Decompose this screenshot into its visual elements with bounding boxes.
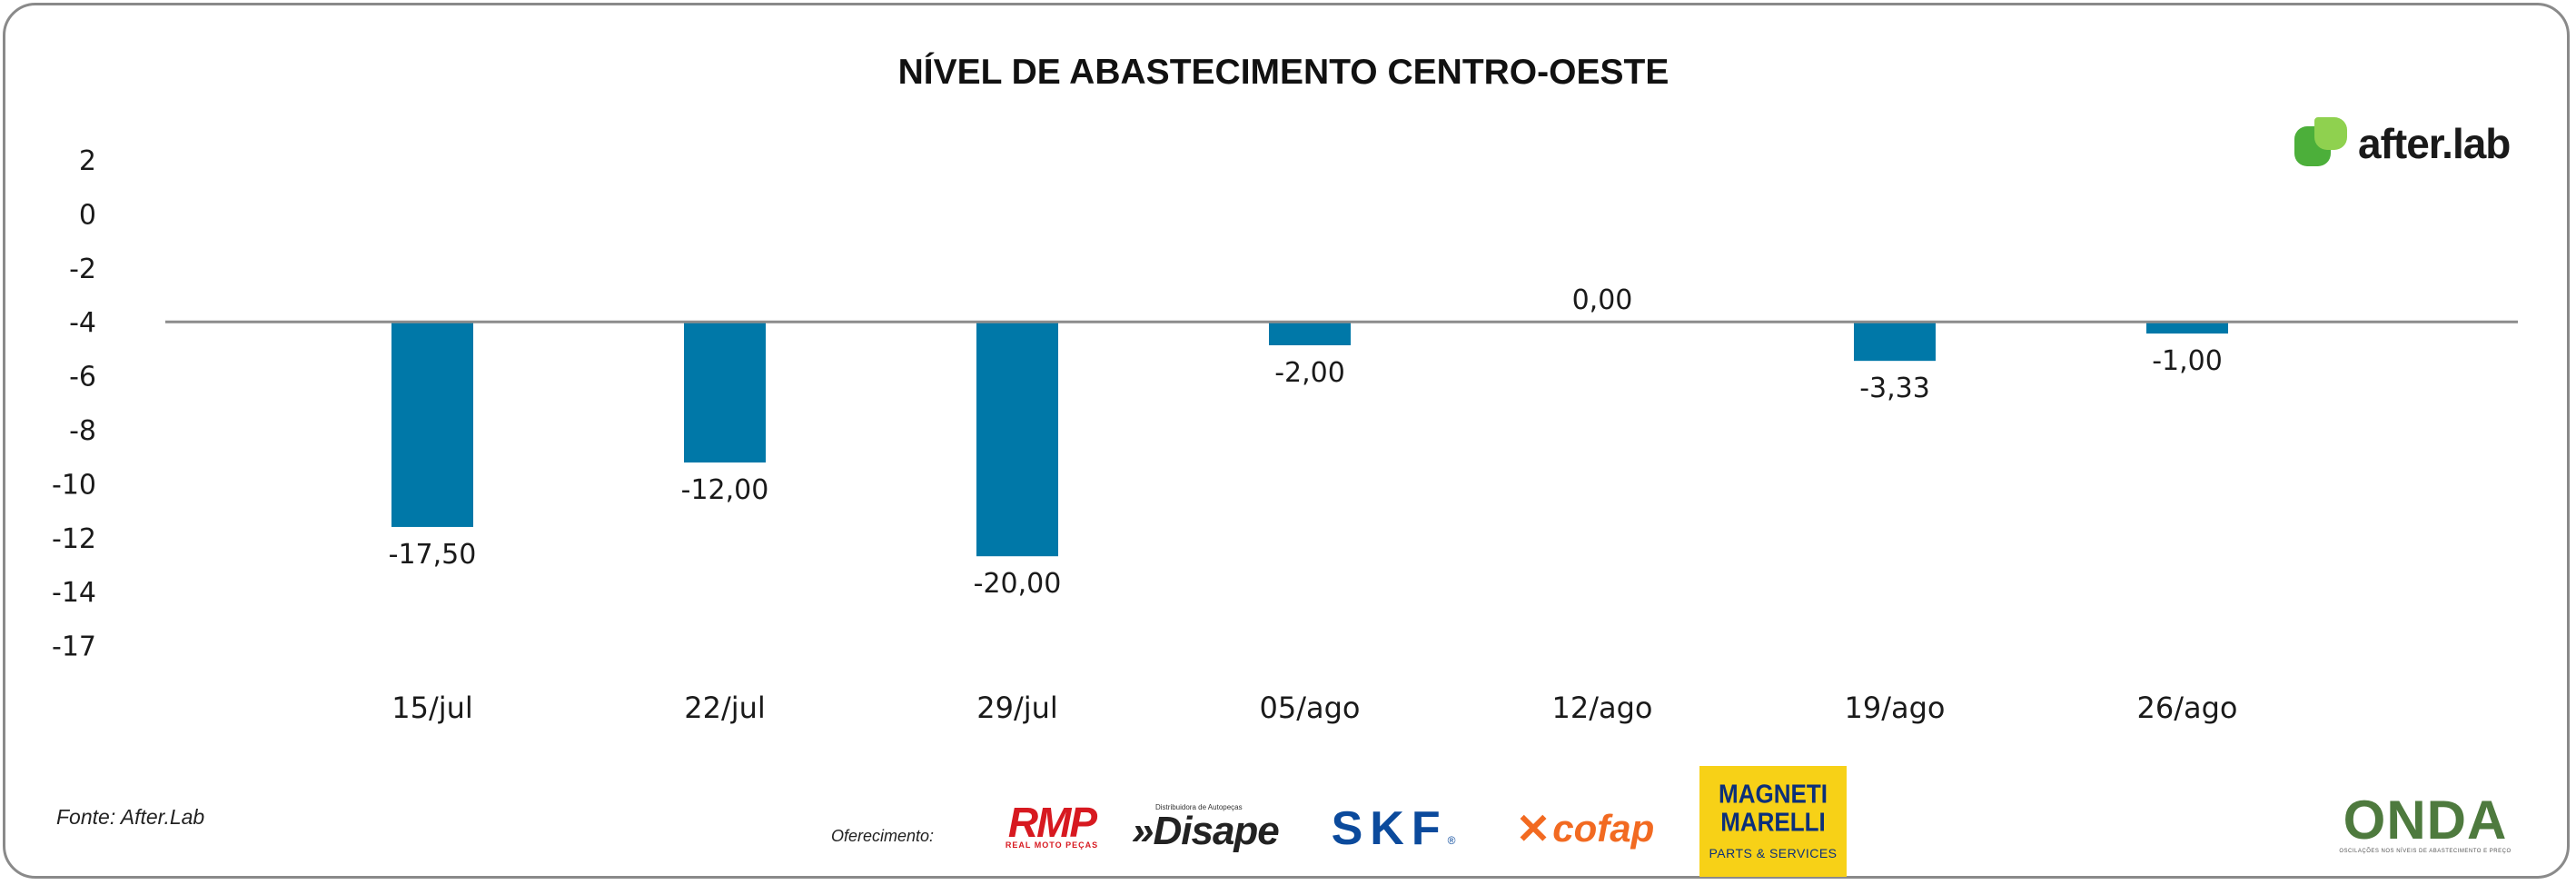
cofap-logo-text: cofap bbox=[1552, 807, 1655, 850]
y-axis: 2 0 -2 -4 -6 -8 -10 -12 -14 -17 bbox=[52, 145, 96, 663]
x-tick-label: 22/jul bbox=[684, 691, 766, 725]
magneti-marelli-logo-text: MAGNETI MARELLI bbox=[1719, 779, 1828, 837]
bar bbox=[391, 322, 473, 527]
onda-logo: ONDA OSCILAÇÕES NOS NÍVEIS DE ABASTECIME… bbox=[2334, 791, 2516, 858]
chart-title: NÍVEL DE ABASTECIMENTO CENTRO-OESTE bbox=[898, 52, 1669, 92]
value-labels: -17,50 -12,00 -20,00 -2,00 0,00 -3,33 -1,00 bbox=[389, 284, 2223, 600]
x-axis: 15/jul 22/jul 29/jul 05/ago 12/ago 19/ago 26/a… bbox=[391, 691, 2237, 725]
bar-value-label: -12,00 bbox=[681, 474, 769, 506]
cofap-logo: ✕ cofap bbox=[1499, 805, 1671, 852]
bar bbox=[684, 322, 766, 462]
bar-value-label: 0,00 bbox=[1572, 284, 1633, 316]
x-tick-label: 29/jul bbox=[976, 691, 1058, 725]
bar-value-label: -20,00 bbox=[974, 568, 1062, 600]
rmp-logo: RMP REAL MOTO PEÇAS bbox=[992, 799, 1112, 850]
cofap-mark-icon: ✕ bbox=[1515, 805, 1551, 852]
sponsor-label: Oferecimento: bbox=[831, 827, 935, 845]
registered-icon: ® bbox=[1447, 834, 1456, 847]
rmp-logo-text: RMP bbox=[1007, 799, 1097, 846]
x-tick-label: 15/jul bbox=[391, 691, 473, 725]
y-tick-label: 2 bbox=[79, 145, 96, 177]
y-tick-label: -14 bbox=[52, 577, 96, 609]
y-tick-label: -4 bbox=[69, 307, 96, 339]
x-tick-label: 05/ago bbox=[1260, 691, 1361, 725]
disape-logo-subtext: Distribuidora de Autopeças bbox=[1155, 802, 1243, 811]
bar bbox=[2146, 322, 2228, 334]
disape-logo-word: Disape bbox=[1153, 808, 1279, 853]
bar bbox=[1269, 322, 1351, 345]
x-tick-label: 26/ago bbox=[2137, 691, 2238, 725]
source-note: Fonte: After.Lab bbox=[56, 805, 205, 829]
bar-value-label: -1,00 bbox=[2152, 345, 2223, 377]
rmp-logo-subtext: REAL MOTO PEÇAS bbox=[1005, 840, 1099, 850]
y-tick-label: -10 bbox=[52, 469, 96, 501]
x-tick-label: 12/ago bbox=[1552, 691, 1653, 725]
bar-value-label: -17,50 bbox=[389, 539, 477, 571]
afterlab-logo-text: after.lab bbox=[2358, 120, 2511, 167]
y-tick-label: -17 bbox=[52, 631, 96, 663]
y-tick-label: 0 bbox=[79, 199, 96, 231]
afterlab-mark-icon bbox=[2294, 117, 2349, 170]
afterlab-logo: after.lab bbox=[2294, 114, 2511, 173]
y-tick-label: -12 bbox=[52, 523, 96, 555]
skf-logo: SKF ® bbox=[1308, 802, 1479, 855]
onda-logo-subtext: OSCILAÇÕES NOS NÍVEIS DE ABASTECIMENTO E… bbox=[2339, 849, 2512, 854]
y-tick-label: -6 bbox=[69, 362, 96, 393]
skf-logo-text: SKF bbox=[1331, 802, 1448, 855]
bar bbox=[1854, 322, 1936, 362]
magneti-marelli-logo-subtext: PARTS & SERVICES bbox=[1709, 846, 1838, 860]
bar bbox=[976, 322, 1058, 557]
disape-logo-text: »Disape bbox=[1132, 808, 1280, 853]
onda-logo-text: ONDA bbox=[2343, 790, 2508, 850]
y-tick-label: -2 bbox=[69, 254, 96, 285]
disape-logo: Distribuidora de Autopeças »Disape bbox=[1132, 801, 1292, 852]
y-tick-label: -8 bbox=[69, 415, 96, 447]
bar-value-label: -2,00 bbox=[1274, 357, 1345, 389]
bars bbox=[391, 322, 2228, 557]
bar-value-label: -3,33 bbox=[1859, 373, 1930, 404]
magneti-marelli-logo: MAGNETI MARELLI PARTS & SERVICES bbox=[1699, 766, 1847, 877]
x-tick-label: 19/ago bbox=[1845, 691, 1946, 725]
